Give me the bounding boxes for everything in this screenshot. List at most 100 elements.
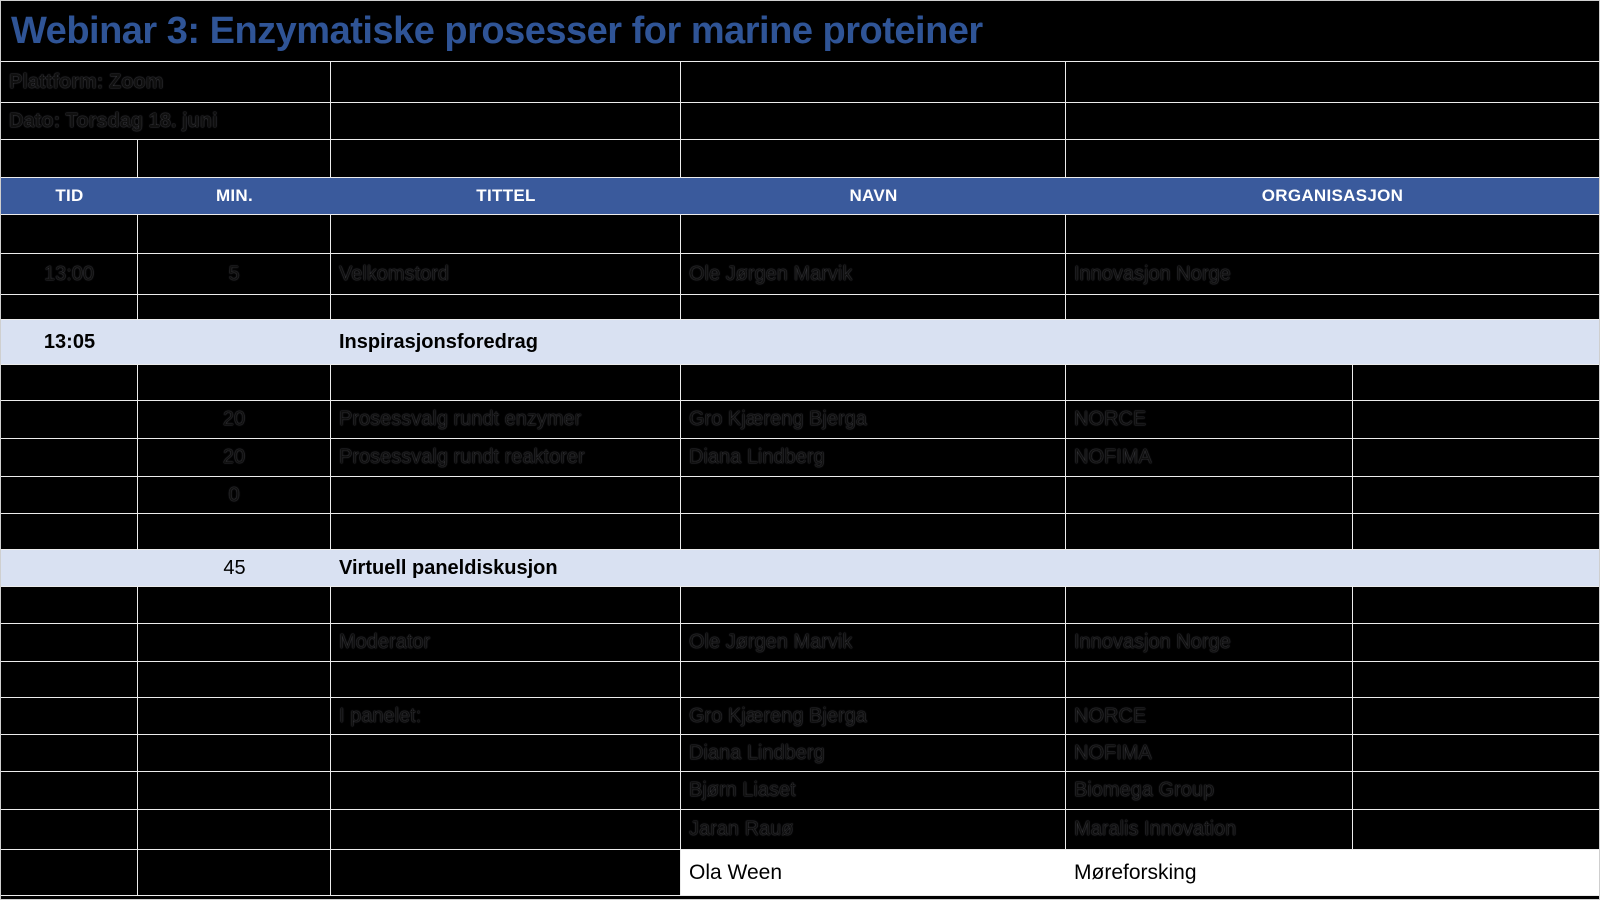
org-cell: NOFIMA	[1066, 439, 1353, 476]
highlight-cells: Ola Ween Møreforsking	[681, 850, 1599, 895]
empty-cell	[331, 662, 681, 697]
min-cell: 0	[138, 477, 331, 513]
empty-cell	[1, 587, 138, 623]
tittel-cell: Moderator	[331, 624, 681, 661]
tid-cell	[1, 735, 138, 771]
panelist-org: NORCE	[1066, 698, 1353, 734]
min-cell: 20	[138, 401, 331, 438]
panelist-name: Jaran Rauø	[681, 810, 1066, 849]
empty-cell	[1353, 735, 1599, 771]
empty-cell	[138, 140, 331, 177]
min-cell: 20	[138, 439, 331, 476]
tittel-cell	[331, 850, 681, 895]
empty-cell	[331, 140, 681, 177]
tittel-cell: Prosessvalg rundt reaktorer	[331, 439, 681, 476]
tittel-cell	[331, 735, 681, 771]
tittel-cell: Prosessvalg rundt enzymer	[331, 401, 681, 438]
empty-cell	[1, 295, 138, 319]
platform-cell: Plattform: Zoom	[1, 62, 331, 102]
table-row: I panelet: Gro Kjæreng Bjerga NORCE	[1, 698, 1599, 735]
navn-cell: Ole Jørgen Marvik	[681, 624, 1066, 661]
empty-cell	[681, 662, 1066, 697]
min-cell	[138, 624, 331, 661]
tid-cell	[1, 772, 138, 809]
empty-cell	[1, 140, 138, 177]
empty-cell	[1, 365, 138, 400]
empty-cell	[331, 587, 681, 623]
navn-cell: Ole Jørgen Marvik	[681, 254, 1066, 294]
empty-cell	[1353, 365, 1599, 400]
tid-cell: 13:00	[1, 254, 138, 294]
empty-cell	[1353, 624, 1599, 661]
tid-cell	[1, 850, 138, 895]
header-navn: NAVN	[849, 186, 898, 205]
tid-cell	[1, 401, 138, 438]
org-cell	[1066, 477, 1353, 513]
empty-cell	[1066, 215, 1599, 253]
table-row: Dato: Torsdag 18. juni	[1, 103, 1599, 140]
empty-cell	[681, 295, 1066, 319]
panelist-org: Maralis Innovation	[1066, 810, 1353, 849]
empty-cell	[1, 215, 138, 253]
min-cell	[138, 772, 331, 809]
empty-cell	[1066, 103, 1599, 139]
empty-cell	[1066, 587, 1353, 623]
table-row: Moderator Ole Jørgen Marvik Innovasjon N…	[1, 624, 1599, 662]
empty-cell	[138, 662, 331, 697]
tid-cell	[1, 624, 138, 661]
empty-cell	[1353, 514, 1599, 549]
empty-cell	[1066, 365, 1353, 400]
empty-cell	[331, 62, 681, 102]
org-cell: Innovasjon Norge	[1066, 624, 1353, 661]
empty-cell	[681, 215, 1066, 253]
empty-row	[1, 140, 1599, 178]
panelist-name: Gro Kjæreng Bjerga	[681, 698, 1066, 734]
panelist-org: Biomega Group	[1066, 772, 1353, 809]
navn-cell: Diana Lindberg	[681, 439, 1066, 476]
empty-cell	[1, 514, 138, 549]
table-row: Bjørn Liaset Biomega Group	[1, 772, 1599, 810]
page-title: Webinar 3: Enzymatiske prosesser for mar…	[11, 9, 983, 52]
empty-cell	[1066, 514, 1353, 549]
navn-cell	[681, 477, 1066, 513]
section-time: 13:05	[43, 330, 96, 353]
empty-cell	[681, 587, 1066, 623]
min-cell	[138, 735, 331, 771]
panelist-name: Diana Lindberg	[681, 735, 1066, 771]
section-label: Inspirasjonsforedrag	[339, 330, 538, 353]
empty-cell	[331, 365, 681, 400]
org-cell: Innovasjon Norge	[1074, 262, 1231, 285]
tid-cell	[1, 810, 138, 849]
min-cell: 5	[138, 254, 331, 294]
empty-row	[1, 215, 1599, 254]
tittel-cell	[331, 477, 681, 513]
empty-cell	[138, 514, 331, 549]
table-row: Jaran Rauø Maralis Innovation	[1, 810, 1599, 850]
header-tittel: TITTEL	[476, 186, 536, 205]
tid-cell	[1, 439, 138, 476]
empty-cell	[138, 587, 331, 623]
panelist-org: Møreforsking	[1074, 860, 1197, 884]
empty-cell	[1066, 62, 1599, 102]
empty-cell	[681, 365, 1066, 400]
table-row: Plattform: Zoom	[1, 62, 1599, 103]
empty-cell	[1353, 772, 1599, 809]
empty-cell	[138, 365, 331, 400]
table-header-row: TID MIN. TITTEL NAVN ORGANISASJON	[1, 178, 1599, 215]
min-cell	[138, 698, 331, 734]
panelist-name: Bjørn Liaset	[681, 772, 1066, 809]
empty-cell	[1353, 662, 1599, 697]
empty-cell	[681, 103, 1066, 139]
table-row: 20 Prosessvalg rundt reaktorer Diana Lin…	[1, 439, 1599, 477]
empty-cell	[138, 295, 331, 319]
header-tid: TID	[55, 186, 84, 205]
empty-cell	[331, 103, 681, 139]
tittel-cell: I panelet:	[331, 698, 681, 734]
header-min: MIN.	[215, 186, 254, 205]
table-row: 20 Prosessvalg rundt enzymer Gro Kjæreng…	[1, 401, 1599, 439]
date-cell: Dato: Torsdag 18. juni	[1, 103, 331, 139]
empty-cell	[1353, 401, 1599, 438]
empty-cell	[1353, 439, 1599, 476]
empty-cell	[1, 662, 138, 697]
